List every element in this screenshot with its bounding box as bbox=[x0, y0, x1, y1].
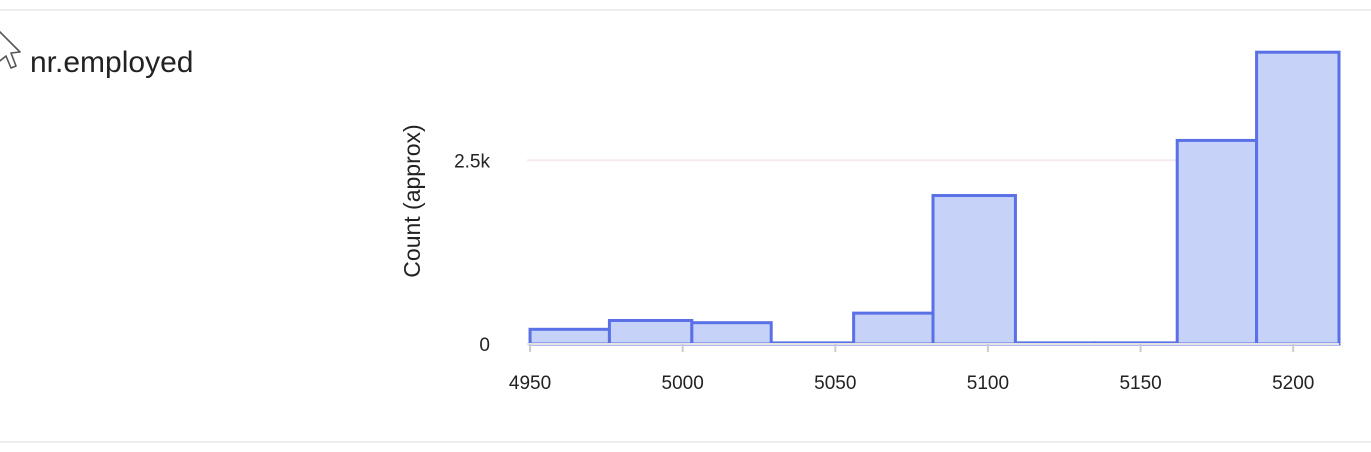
card-top-divider bbox=[0, 9, 1371, 11]
histogram-bars bbox=[528, 50, 1341, 346]
histogram-bar bbox=[852, 311, 935, 346]
x-tick-label: 5150 bbox=[1119, 373, 1161, 394]
x-tick-label: 5100 bbox=[967, 373, 1009, 394]
histogram-bar bbox=[931, 194, 1017, 346]
histogram-bar bbox=[1175, 138, 1259, 346]
x-tick-label: 5000 bbox=[662, 373, 704, 394]
mouse-pointer-icon bbox=[0, 30, 21, 69]
y-tick-label: 0 bbox=[479, 335, 490, 356]
x-tick-label: 5200 bbox=[1272, 373, 1314, 394]
histogram-bar bbox=[528, 327, 611, 346]
y-tick-label: 2.5k bbox=[454, 151, 490, 172]
histogram-bar bbox=[607, 318, 694, 346]
y-axis-title: Count (approx) bbox=[399, 124, 425, 277]
variable-name-title: nr.employed bbox=[30, 46, 194, 79]
x-tick-label: 5050 bbox=[814, 373, 856, 394]
histogram-bar bbox=[690, 321, 773, 346]
card-bottom-divider bbox=[0, 441, 1371, 443]
histogram-bar bbox=[1255, 50, 1341, 346]
x-tick-label: 4950 bbox=[509, 373, 551, 394]
axes: 0 2.5k 4950 5000 5050 5100 5150 5200 bbox=[454, 151, 1339, 394]
